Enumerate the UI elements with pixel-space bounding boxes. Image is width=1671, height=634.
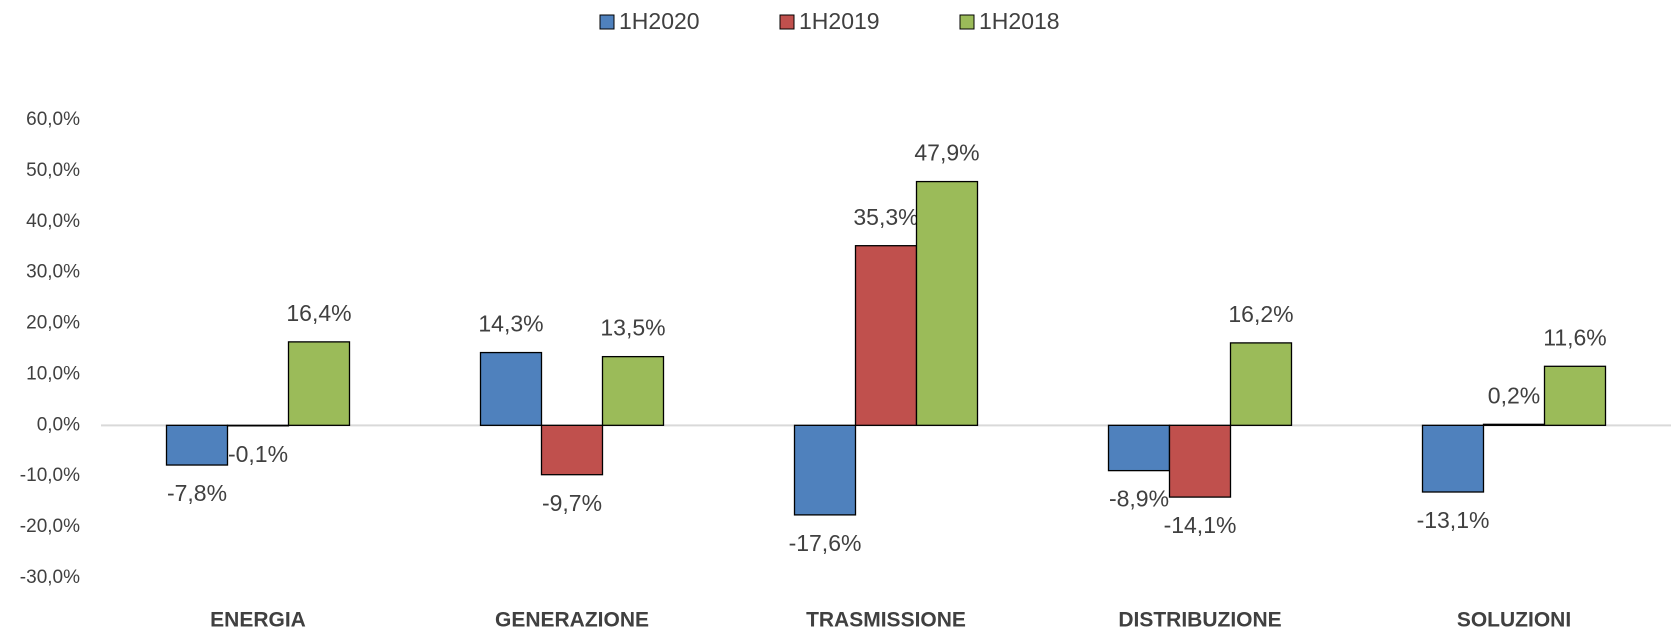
- bar: [226, 424, 290, 427]
- data-label: 0,2%: [1488, 382, 1540, 408]
- x-tick-label: GENERAZIONE: [495, 609, 649, 632]
- y-tick-label: 20,0%: [26, 313, 80, 334]
- bar: [1421, 424, 1485, 493]
- y-tick-label: 50,0%: [26, 160, 80, 181]
- y-tick-label: 40,0%: [26, 211, 80, 232]
- bar: [540, 424, 604, 476]
- bar: [1229, 342, 1293, 426]
- data-label: -13,1%: [1417, 507, 1490, 533]
- data-label: 11,6%: [1543, 324, 1607, 350]
- y-tick-label: 10,0%: [26, 363, 80, 384]
- data-label: 13,5%: [600, 315, 665, 341]
- y-tick-label: -10,0%: [20, 465, 80, 486]
- y-tick-label: 60,0%: [26, 109, 80, 130]
- bar: [601, 355, 665, 426]
- data-label: 14,3%: [478, 311, 543, 337]
- data-label: 16,4%: [286, 300, 351, 326]
- legend-swatch: [959, 14, 975, 30]
- data-label: -8,9%: [1109, 486, 1169, 512]
- y-tick-label: 30,0%: [26, 262, 80, 283]
- data-label: -9,7%: [542, 490, 602, 516]
- bar: [287, 341, 351, 426]
- data-label: 35,3%: [853, 204, 918, 230]
- data-label: -0,1%: [228, 441, 288, 467]
- bar: [1482, 423, 1546, 426]
- legend-label: 1H2020: [619, 8, 700, 34]
- y-tick-label: -20,0%: [20, 516, 80, 537]
- y-tick-label: -30,0%: [20, 567, 80, 588]
- bar: [479, 351, 543, 426]
- x-tick-label: SOLUZIONI: [1457, 609, 1571, 632]
- x-tick-label: ENERGIA: [210, 609, 306, 632]
- bar: [793, 424, 857, 516]
- data-label: -7,8%: [167, 480, 227, 506]
- bar: [165, 424, 229, 466]
- legend-label: 1H2018: [979, 8, 1060, 34]
- data-label: 47,9%: [914, 140, 979, 166]
- legend-label: 1H2019: [799, 8, 880, 34]
- data-label: 16,2%: [1228, 301, 1293, 327]
- bar: [854, 245, 918, 426]
- x-tick-label: TRASMISSIONE: [806, 609, 966, 632]
- data-label: -14,1%: [1164, 512, 1237, 538]
- legend-swatch: [779, 14, 795, 30]
- legend-swatch: [599, 14, 615, 30]
- bar: [1168, 424, 1232, 498]
- y-tick-label: 0,0%: [37, 414, 80, 435]
- bar: [1107, 424, 1171, 472]
- bar: [915, 180, 979, 426]
- data-label: -17,6%: [789, 530, 862, 556]
- x-tick-label: DISTRIBUZIONE: [1118, 609, 1281, 632]
- bar: [1543, 365, 1607, 426]
